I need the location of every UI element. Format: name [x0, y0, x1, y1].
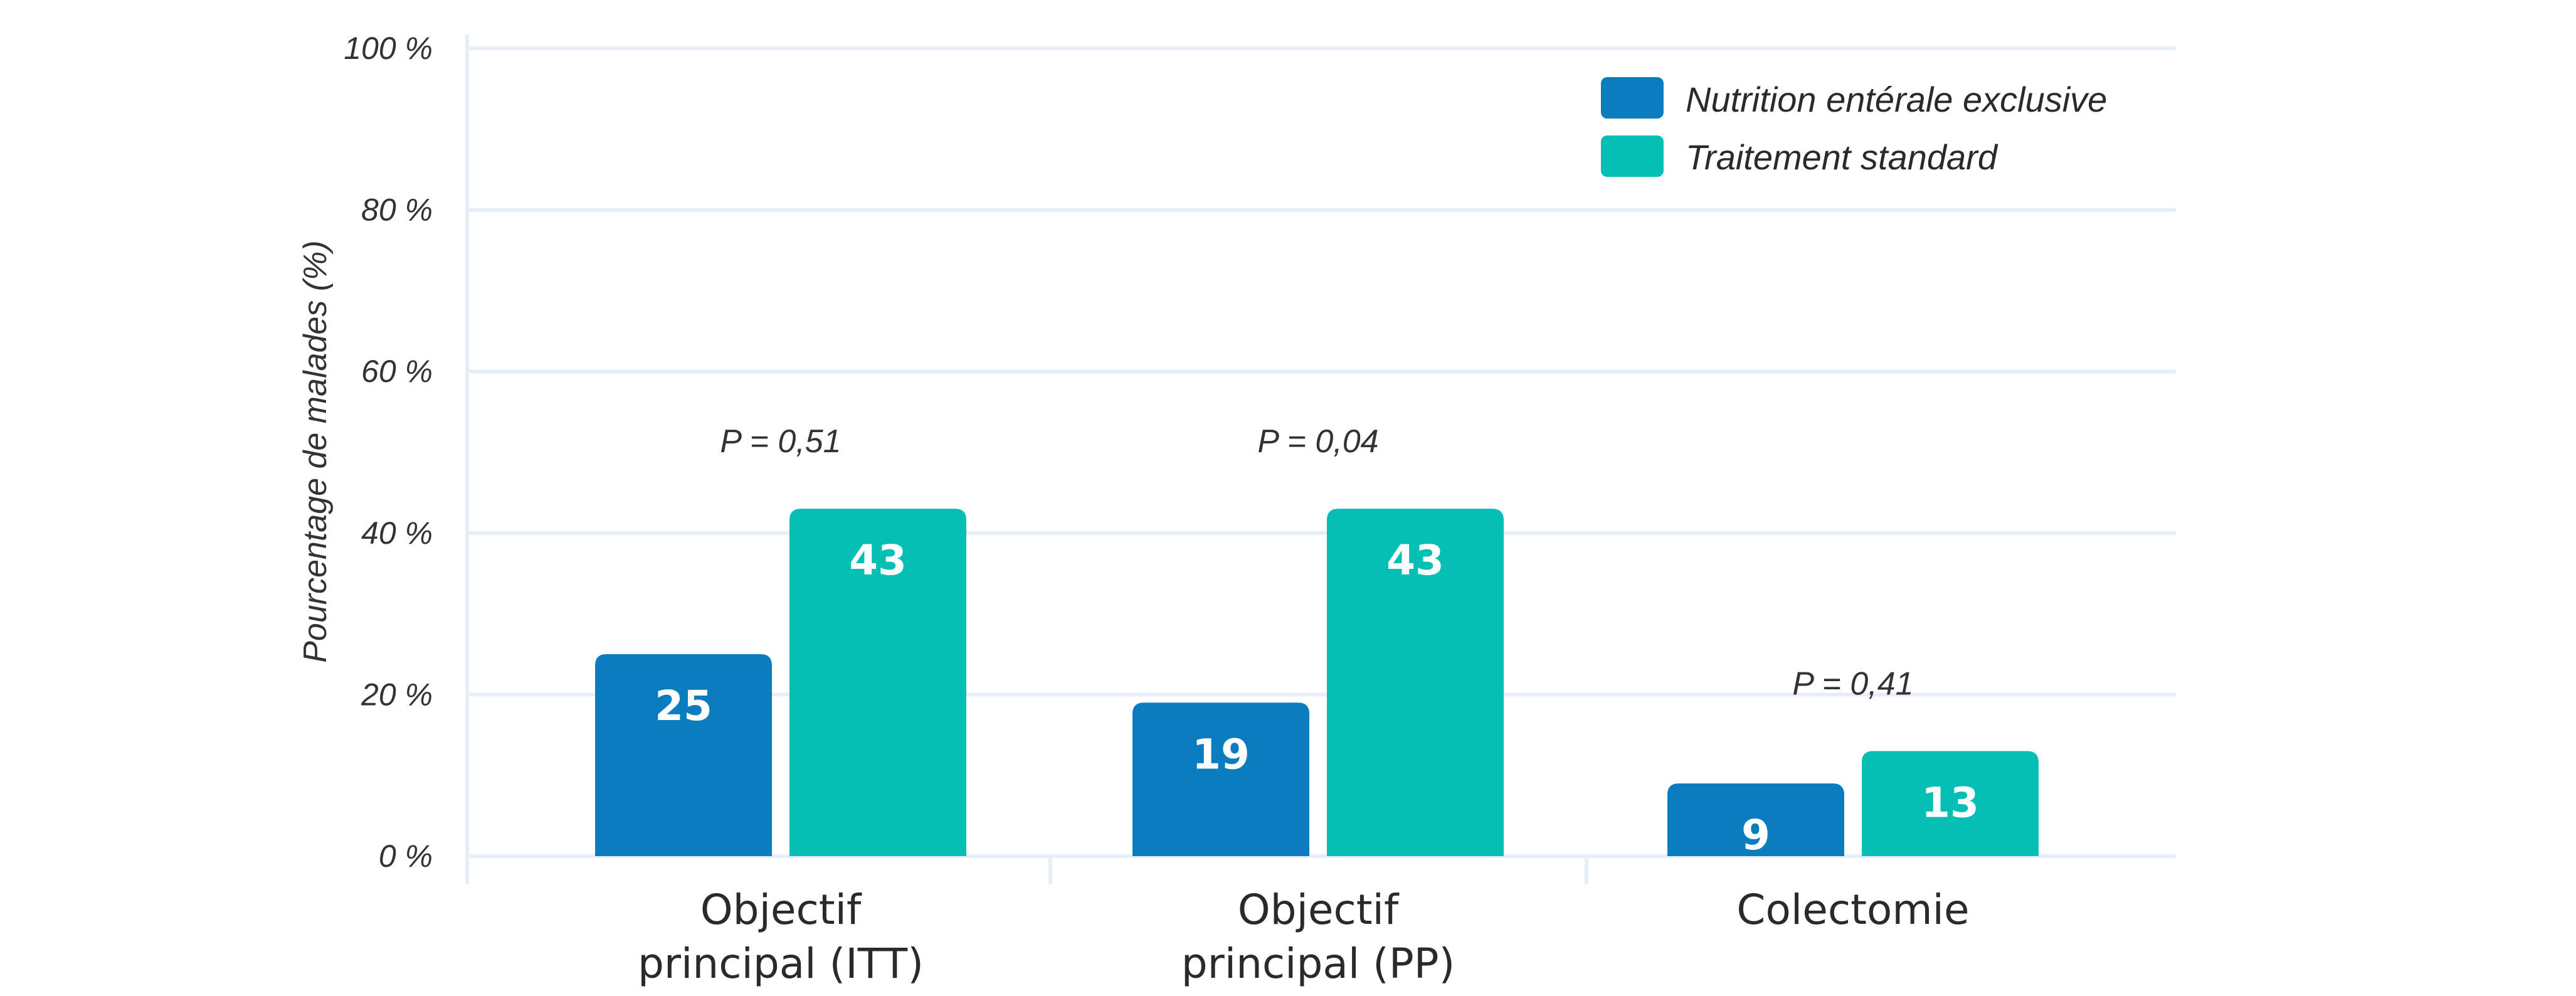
x-category-label: principal (ITT): [638, 940, 924, 988]
bar: [1132, 702, 1309, 856]
bar-value-label: 19: [1192, 730, 1250, 778]
y-tick-label: 40 %: [361, 516, 433, 551]
x-category-label: Objectif: [700, 886, 862, 934]
legend: Nutrition entérale exclusive Traitement …: [1601, 77, 2107, 177]
p-value-label: P = 0,41: [1792, 666, 1913, 702]
bar-value-label: 13: [1921, 779, 1979, 827]
bar-value-label: 43: [849, 536, 907, 585]
p-value-annotations: P = 0,51 P = 0,04 P = 0,41: [720, 423, 1913, 702]
y-tick-label: 60 %: [361, 354, 433, 389]
y-tick-label: 20 %: [361, 677, 433, 712]
legend-swatch-nutrition: [1601, 77, 1664, 119]
bar-value-label: 25: [655, 682, 712, 730]
y-tick-label: 100 %: [344, 31, 433, 66]
x-category-label: principal (PP): [1181, 940, 1455, 988]
bar-value-labels: 25 43 19 43 9 13: [655, 536, 1979, 859]
p-value-label: P = 0,04: [1257, 423, 1378, 460]
category-labels: Objectif principal (ITT) Objectif principal…: [638, 886, 1970, 988]
bars: [595, 509, 2039, 856]
bar: [789, 509, 966, 856]
x-category-label: Objectif: [1238, 886, 1400, 934]
bar: [1862, 751, 2039, 856]
grid-lines: [467, 46, 2176, 697]
bar-value-label: 9: [1741, 811, 1770, 859]
y-tick-labels: 0 % 20 % 40 % 60 % 80 % 100 %: [344, 31, 433, 874]
y-axis-label: Pourcentage de malades (%): [297, 240, 334, 663]
bar: [595, 654, 772, 856]
legend-swatch-standard: [1601, 135, 1664, 177]
x-category-label: Colectomie: [1736, 886, 1969, 934]
legend-label-nutrition: Nutrition entérale exclusive: [1686, 80, 2107, 119]
y-tick-label: 80 %: [361, 193, 433, 228]
p-value-label: P = 0,51: [720, 423, 841, 460]
bar: [1667, 783, 1844, 856]
legend-label-standard: Traitement standard: [1686, 137, 1998, 177]
bar: [1327, 509, 1504, 856]
y-tick-label: 0 %: [379, 839, 433, 874]
bar-value-label: 43: [1386, 536, 1444, 585]
